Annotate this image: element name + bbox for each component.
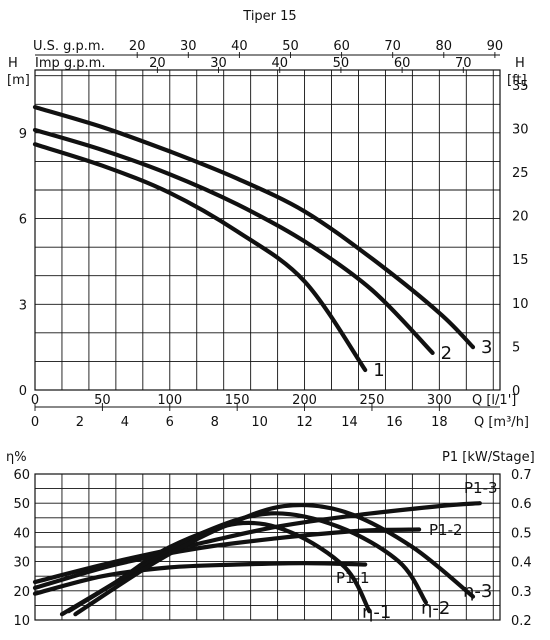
- q-m3h-tick-label: 4: [121, 415, 129, 430]
- head-curve-3: [32, 105, 476, 350]
- right-axis-tick-label: 0.7: [511, 468, 532, 483]
- right-axis-tick-label: 0.4: [511, 556, 532, 571]
- imp-gpm-tick-label: 60: [394, 56, 411, 71]
- right-axis-tick-label: 30: [512, 122, 529, 137]
- right-axis-label: H: [515, 56, 525, 71]
- power-curve-label: P1-3: [464, 479, 498, 497]
- right-axis-tick-label: 0.6: [511, 497, 532, 512]
- us-gpm-tick-label: 70: [384, 39, 401, 54]
- left-axis-unit: [m]: [7, 73, 30, 88]
- right-axis-tick-label: 5: [512, 340, 520, 355]
- power-curve-P1-2: [32, 527, 422, 590]
- us-gpm-tick-label: 20: [129, 39, 146, 54]
- head-curve-label: 1: [373, 360, 384, 381]
- right-axis-tick-label: 15: [512, 253, 529, 268]
- efficiency-power-chart: η% 10 20 30 40 50 60 P1 [kW/Stage] 0.2 0.3 0.4 0.5 0…: [6, 450, 535, 629]
- q-m3h-tick-label: 12: [296, 415, 313, 430]
- q-m3h-tick-label: 14: [341, 415, 358, 430]
- right-axis-tick-label: 10: [512, 297, 529, 312]
- left-axis-tick-label: 6: [19, 213, 27, 228]
- right-axis-tick-label: 0.2: [511, 614, 532, 629]
- efficiency-curve-η-2: [66, 511, 428, 614]
- left-axis-tick-label: 40: [13, 526, 30, 541]
- left-axis-tick-label: 30: [13, 556, 30, 571]
- plot-frame: [34, 473, 501, 621]
- imp-gpm-tick-label: 40: [271, 56, 288, 71]
- q-lmin-tick-label: 150: [225, 393, 250, 408]
- power-curve-P1-1: [32, 561, 368, 596]
- q-lmin-tick-label: 0: [31, 393, 39, 408]
- q-m3h-tick-label: 8: [211, 415, 219, 430]
- head-curve-label: 3: [481, 337, 492, 358]
- right-axis-unit: [ft]: [507, 73, 527, 88]
- left-axis-tick-label: 50: [13, 497, 30, 512]
- left-axis-tick-label: 60: [13, 468, 30, 483]
- left-axis-tick-label: 10: [13, 614, 30, 629]
- efficiency-curve-label: η-3: [463, 581, 492, 602]
- us-gpm-tick-label: 40: [231, 39, 248, 54]
- imp-gpm-tick-label: 50: [333, 56, 350, 71]
- q-m3h-tick-label: 2: [76, 415, 84, 430]
- power-curve-label: P1-1: [336, 569, 370, 587]
- left-axis-label: H: [8, 56, 18, 71]
- right-axis-tick-label: 25: [512, 166, 529, 181]
- q-m3h-axis-label: Q [m³/h]: [474, 415, 529, 430]
- imp-gpm-tick-label: 70: [455, 56, 472, 71]
- imp-gpm-tick-label: 20: [149, 56, 166, 71]
- q-m3h-tick-label: 10: [251, 415, 268, 430]
- efficiency-curve-label: η-2: [421, 598, 450, 619]
- chart-title: Tiper 15: [242, 9, 296, 24]
- plot-frame: [34, 69, 501, 391]
- q-m3h-tick-label: 16: [386, 415, 403, 430]
- q-m3h-tick-label: 6: [166, 415, 174, 430]
- us-gpm-tick-label: 80: [436, 39, 453, 54]
- left-axis-tick-label: 9: [19, 127, 27, 142]
- q-lmin-tick-label: 250: [360, 393, 385, 408]
- q-lmin-tick-label: 100: [157, 393, 182, 408]
- head-curve-1: [32, 142, 368, 373]
- q-lmin-tick-label: 50: [94, 393, 111, 408]
- right-axis-tick-label: 0.3: [511, 585, 532, 600]
- us-gpm-axis-label: U.S. g.p.m.: [33, 39, 105, 54]
- q-m3h-tick-label: 0: [31, 415, 39, 430]
- us-gpm-tick-label: 90: [487, 39, 504, 54]
- head-curve-2: [32, 127, 435, 355]
- left-axis-tick-label: 3: [19, 298, 27, 313]
- q-m3h-tick-label: 18: [431, 415, 448, 430]
- q-lmin-tick-label: 300: [427, 393, 452, 408]
- imp-gpm-axis-label: Imp g.p.m.: [35, 56, 105, 71]
- head-curve-label: 2: [441, 343, 452, 364]
- efficiency-curve-η-3: [73, 502, 476, 617]
- us-gpm-tick-label: 60: [333, 39, 350, 54]
- right-axis-tick-label: 0.5: [511, 526, 532, 541]
- us-gpm-tick-label: 30: [180, 39, 197, 54]
- q-lmin-tick-label: 200: [292, 393, 317, 408]
- imp-gpm-tick-label: 30: [210, 56, 227, 71]
- right-axis-tick-label: 35: [512, 79, 529, 94]
- left-axis-tick-label: 0: [19, 384, 27, 399]
- power-curve-label: P1-2: [429, 521, 463, 539]
- q-lmin-axis-label: Q [l/1']: [472, 393, 516, 408]
- efficiency-curve-label: η-1: [362, 602, 391, 623]
- left-axis-label: η%: [6, 450, 27, 465]
- right-axis-label: P1 [kW/Stage]: [442, 450, 535, 465]
- us-gpm-tick-label: 50: [282, 39, 299, 54]
- left-axis-tick-label: 20: [13, 585, 30, 600]
- right-axis-tick-label: 0: [512, 384, 520, 399]
- right-axis-tick-label: 20: [512, 210, 529, 225]
